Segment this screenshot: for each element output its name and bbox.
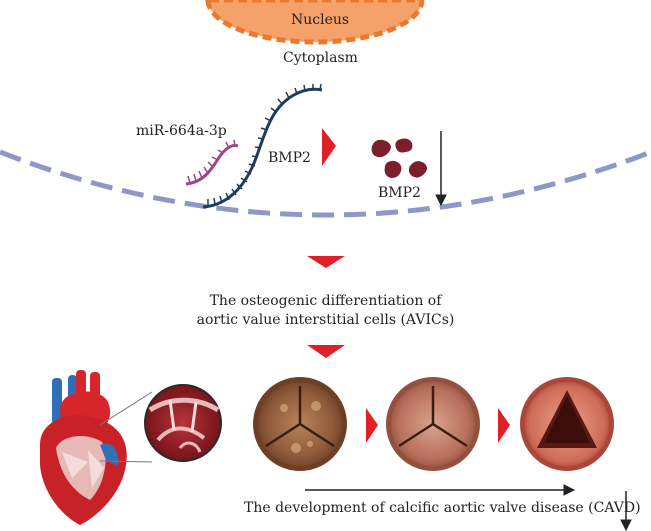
arrow-right-3 [498, 408, 510, 443]
cavd-down-arrow [620, 491, 632, 531]
arrow-down-1 [307, 256, 345, 268]
bmp2-protein-label: BMP2 [378, 185, 421, 201]
cytoplasm-label: Cytoplasm [283, 50, 358, 66]
osteogenic-differentiation-text: The osteogenic differentiation of aortic… [0, 292, 651, 330]
decrease-arrow-icon [435, 131, 447, 207]
bmp2-protein-icon [371, 138, 427, 178]
mirna-strand [185, 139, 239, 186]
arrow-right-2 [366, 408, 378, 443]
bmp2-mrna-strand [202, 83, 323, 209]
valve-stage-3 [520, 377, 614, 471]
cavd-progress-arrow [305, 484, 576, 496]
nucleus-label: Nucleus [291, 12, 350, 28]
step1-line2: aortic value interstitial cells (AVICs) [196, 312, 455, 328]
zoom-lines [99, 391, 153, 463]
cell-membrane [0, 149, 651, 218]
cavd-label: The development of calcific aortic valve… [244, 500, 641, 516]
arrow-right-1 [322, 128, 336, 166]
nucleus-shape [205, 0, 425, 45]
bmp2-mrna-label: BMP2 [268, 150, 311, 166]
step1-line1: The osteogenic differentiation of [209, 293, 442, 309]
heart-illustration [40, 370, 127, 525]
valve-stage-2 [386, 377, 480, 471]
arrow-down-2 [307, 345, 345, 358]
mirna-label: miR-664a-3p [136, 123, 227, 139]
zoom-magnifier-circle [144, 384, 222, 462]
valve-stage-1 [253, 377, 347, 471]
